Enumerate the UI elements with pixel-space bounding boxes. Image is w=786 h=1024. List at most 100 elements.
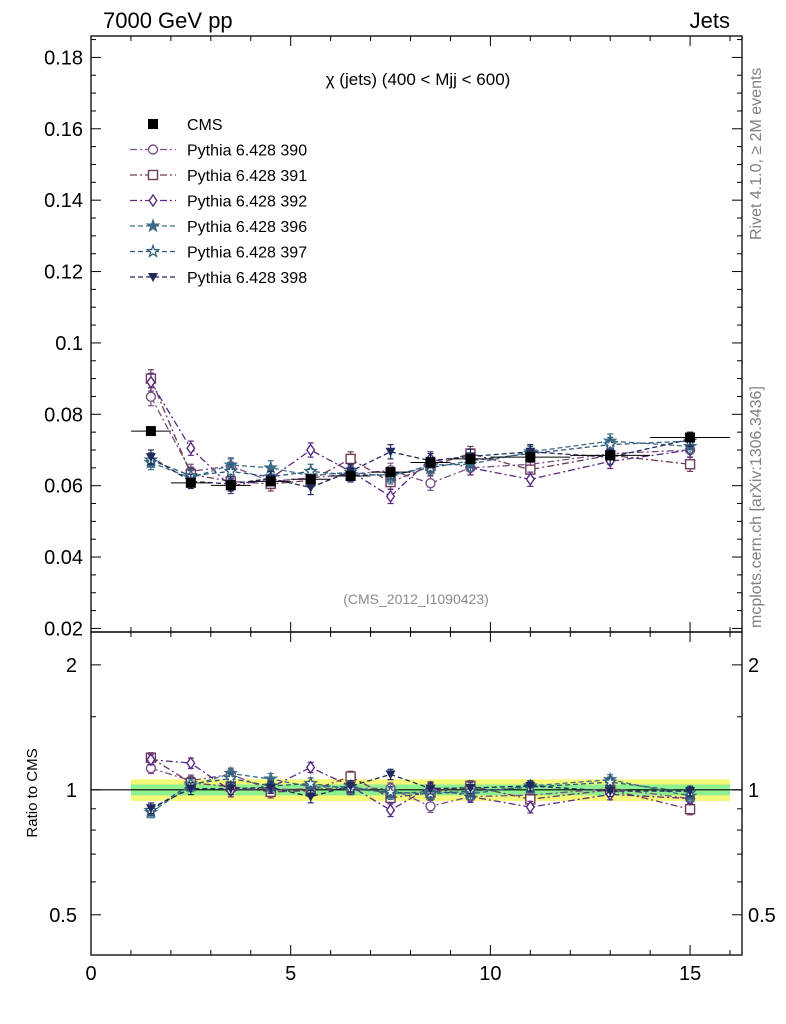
ratio-tick-label-right: 2: [748, 655, 759, 677]
ratio-ylabel: Ratio to CMS: [24, 748, 41, 837]
main-point: [525, 472, 535, 486]
ratio-point: [305, 792, 316, 802]
ratio-tick-label-right: 0.5: [748, 905, 776, 927]
ratio-point: [145, 804, 156, 814]
y-tick-label: 0.12: [44, 262, 83, 284]
legend-label-s397: Pythia 6.428 397: [187, 245, 307, 262]
cms-point: [265, 476, 276, 487]
legend-label-s391: Pythia 6.428 391: [187, 168, 307, 185]
cms-point: [345, 471, 356, 482]
main-point: [345, 453, 356, 465]
cms-point: [145, 426, 156, 437]
chart-title: χ (jets) (400 < Mjj < 600): [326, 70, 511, 89]
legend-label-s398: Pythia 6.428 398: [187, 270, 307, 287]
ratio-point: [223, 770, 239, 785]
y-tick-label: 0.14: [44, 190, 83, 212]
ratio-point: [345, 782, 356, 792]
main-point: [385, 447, 396, 457]
y-tick-label: 0.06: [44, 476, 83, 498]
ratio-point: [605, 787, 616, 797]
ratio-point: [684, 804, 696, 815]
y-tick-label: 0.18: [44, 47, 83, 69]
cms-point: [465, 453, 476, 464]
legend-label-s392: Pythia 6.428 392: [187, 194, 307, 211]
y-tick-label: 0.08: [44, 404, 83, 426]
main-point: [602, 436, 618, 451]
ratio-line-s396: [150, 772, 691, 813]
main-point: [145, 453, 156, 463]
ratio-point: [525, 781, 536, 791]
main-point: [306, 443, 316, 457]
x-tick-label: 15: [679, 963, 701, 985]
header-left: 7000 GeV pp: [103, 8, 233, 33]
ratio-frame: [90, 631, 743, 956]
cms-point: [685, 432, 696, 443]
main-line-s396: [150, 440, 691, 479]
main-point: [223, 463, 239, 478]
main-point: [305, 483, 316, 493]
cms-point: [185, 477, 196, 488]
cms-point: [225, 480, 236, 491]
legend-marker-s392: [148, 193, 158, 208]
x-tick-label: 10: [479, 963, 501, 985]
y-tick-label: 0.1: [55, 333, 83, 355]
cms-point: [385, 467, 396, 478]
main-point: [186, 441, 196, 455]
y-tick-label: 0.02: [44, 618, 83, 640]
ratio-point: [385, 770, 396, 780]
legend-marker-s397: [145, 243, 161, 258]
main-point: [303, 463, 319, 478]
x-tick-label: 0: [85, 963, 96, 985]
legend-marker-s398: [148, 273, 158, 282]
ratio-point: [146, 752, 156, 767]
legend-label-s390: Pythia 6.428 390: [187, 143, 307, 160]
main-line-s397: [150, 440, 691, 478]
ratio-point: [685, 787, 696, 797]
ratio-point: [225, 784, 236, 794]
ratio-point: [186, 756, 196, 770]
ratio-point: [382, 784, 398, 799]
ratio-tick-label-left: 2: [66, 655, 77, 677]
legend-marker-s391: [147, 169, 159, 181]
legend-marker-s396: [145, 218, 161, 233]
ratio-point: [185, 784, 196, 794]
ratio-line-s398: [150, 773, 691, 809]
ratio-tick-label-right: 1: [748, 780, 759, 802]
main-point: [684, 459, 696, 470]
main-line-s392: [150, 381, 691, 498]
legend-marker-s390: [147, 144, 159, 155]
cms-point: [305, 474, 316, 485]
main-line-s398: [150, 438, 691, 489]
ratio-line-s392: [150, 759, 691, 811]
ratio-point: [306, 760, 316, 775]
cms-point: [525, 452, 536, 463]
legend-label-s396: Pythia 6.428 396: [187, 219, 307, 236]
ratio-point: [303, 775, 319, 790]
ratio-point: [525, 800, 535, 814]
y-tick-label: 0.16: [44, 119, 83, 141]
header-right: Jets: [689, 8, 730, 33]
main-point: [145, 391, 157, 403]
ratio-tick-label-left: 0.5: [49, 905, 77, 927]
ratio-point: [602, 774, 618, 789]
ratio-series-s398: [145, 768, 696, 815]
cms-point: [605, 450, 616, 461]
ratio-point: [465, 783, 476, 793]
ratio-point: [385, 803, 396, 817]
main-point: [385, 489, 396, 504]
main-point: [146, 375, 156, 389]
legend-label-cms: CMS: [187, 117, 223, 134]
ratio-point: [265, 783, 276, 793]
y-tick-label: 0.04: [44, 547, 83, 569]
ratio-point: [425, 801, 436, 812]
ratio-point: [425, 784, 436, 794]
main-line-s390: [150, 396, 691, 484]
main-point: [425, 477, 436, 489]
legend-marker-cms: [148, 119, 158, 129]
analysis-watermark: (CMS_2012_I1090423): [343, 591, 489, 607]
ratio-tick-label-left: 1: [66, 780, 77, 802]
ratio-series-s392: [146, 752, 695, 818]
cms-point: [425, 457, 436, 468]
x-tick-label: 5: [285, 963, 296, 985]
